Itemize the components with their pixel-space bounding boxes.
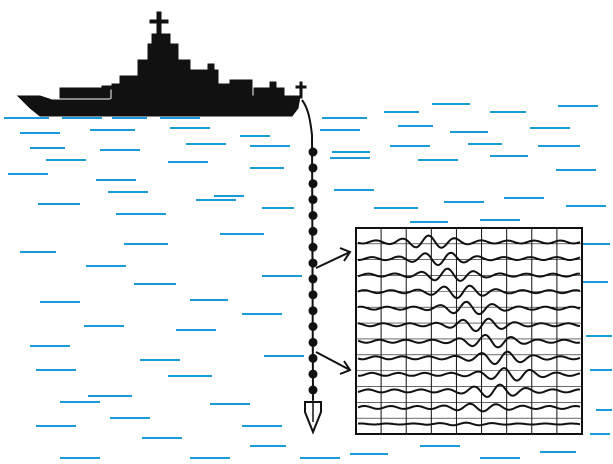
seismic-trace <box>358 367 581 382</box>
seismic-trace <box>357 234 581 249</box>
seismic-trace <box>358 251 581 267</box>
sensor-node <box>308 290 318 300</box>
sensor-node <box>308 211 318 220</box>
seismic-trace <box>357 402 581 413</box>
sensor-node <box>308 353 318 363</box>
seismogram-traces <box>357 234 581 427</box>
signal-arrows <box>315 247 352 375</box>
warship-silhouette-icon <box>16 11 307 117</box>
sensor-node <box>308 322 318 331</box>
signal-arrow-lower-head <box>339 360 352 375</box>
seismic-trace <box>357 317 581 332</box>
seismic-trace <box>357 267 581 282</box>
seismic-trace <box>357 383 580 399</box>
signal-arrow-lower <box>315 351 351 371</box>
sensor-node <box>308 242 318 252</box>
sensor-node <box>308 274 318 284</box>
seismogram-panel <box>355 227 583 435</box>
sensor-nodes <box>308 147 318 395</box>
hydrophone-cable <box>301 99 322 435</box>
seismic-trace <box>357 421 581 427</box>
seismic-trace <box>357 350 581 366</box>
seismic-trace <box>357 333 581 349</box>
sensor-node <box>308 258 318 268</box>
signal-arrow-upper <box>315 251 351 269</box>
signal-arrow-upper-head <box>339 247 352 262</box>
sensor-node <box>308 385 318 395</box>
sensor-node <box>308 147 318 157</box>
water-surface-lines <box>4 103 612 459</box>
sensor-node <box>308 195 318 205</box>
cable-weight-icon <box>304 400 322 435</box>
sensor-node <box>308 306 318 316</box>
sensor-node <box>308 226 318 236</box>
sensor-node <box>308 369 318 379</box>
sensor-node <box>308 163 318 173</box>
seismic-trace <box>357 300 581 316</box>
seismic-trace <box>357 284 581 300</box>
sensor-node <box>308 337 318 347</box>
sensor-node <box>308 179 318 189</box>
